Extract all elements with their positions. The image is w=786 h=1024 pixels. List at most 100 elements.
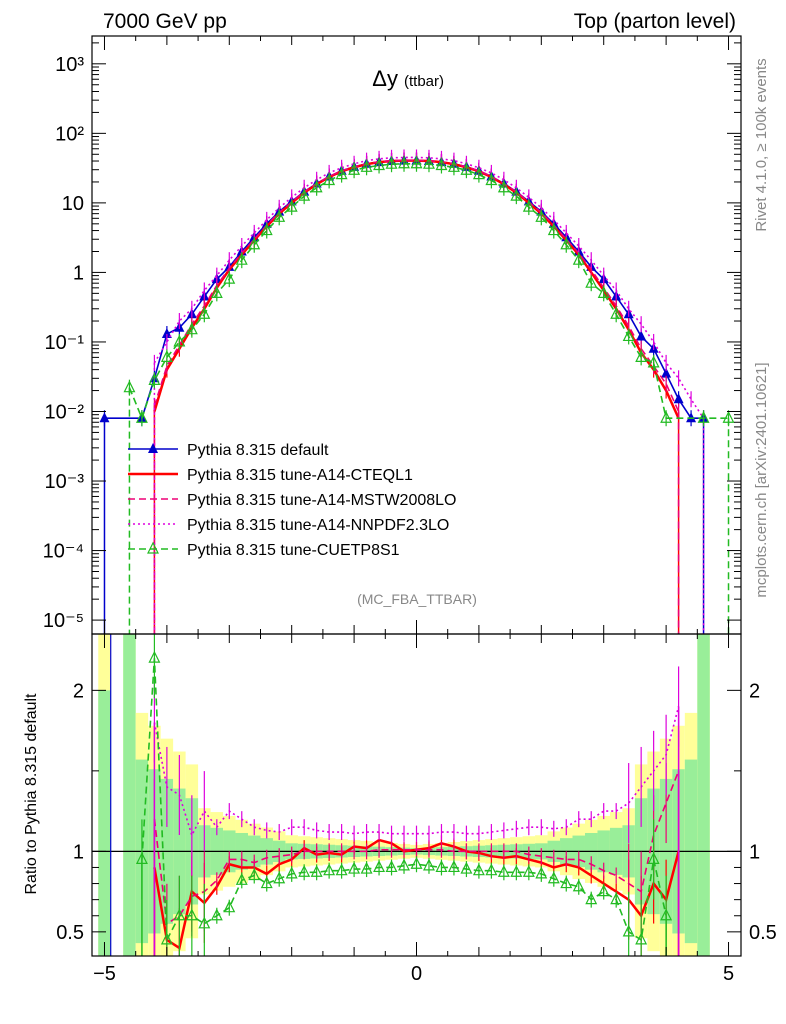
ratio-point xyxy=(597,884,610,897)
ratio-point xyxy=(310,864,323,877)
data-point xyxy=(560,237,573,250)
data-point xyxy=(622,329,635,342)
series-line-pythia-8-315-tune-a14-nnpdf2-3lo xyxy=(153,156,705,419)
data-point xyxy=(585,275,598,288)
stat-band-green xyxy=(123,634,136,956)
stat-band-green xyxy=(98,690,111,956)
ratio-y-tick-label: 1 xyxy=(749,841,760,863)
data-curves xyxy=(92,149,741,956)
data-point xyxy=(348,162,361,175)
data-point xyxy=(273,209,286,222)
data-point xyxy=(635,350,648,362)
y-tick-label: 10⁻² xyxy=(45,401,85,423)
ratio-point xyxy=(198,916,211,929)
x-tick-label: 5 xyxy=(723,963,734,985)
ratio-point xyxy=(160,932,173,945)
ratio-point xyxy=(185,908,198,921)
axis-ticks: 10⁻⁵ 10⁻⁴ 10⁻³ 10⁻² 10⁻¹ 1 10 10² 10³ 0.5 0.5 1 1 2 2 −… xyxy=(43,36,777,985)
y-tick-label: 10² xyxy=(55,123,84,145)
data-point xyxy=(223,271,236,284)
ratio-point xyxy=(547,871,560,884)
data-point xyxy=(410,156,423,169)
data-point xyxy=(572,252,585,265)
legend-marker xyxy=(147,541,159,554)
data-point xyxy=(198,306,211,319)
rivet-version-label: Rivet 4.1.0, ≥ 100k events xyxy=(753,58,770,231)
data-point xyxy=(173,334,186,347)
ratio-point xyxy=(560,876,573,889)
header-left: 7000 GeV pp xyxy=(103,10,227,33)
x-tick-label: −5 xyxy=(93,963,116,985)
data-point xyxy=(535,209,548,222)
ratio-point xyxy=(447,860,460,873)
data-point xyxy=(160,350,173,362)
ratio-point xyxy=(635,932,648,945)
data-point xyxy=(610,306,623,319)
data-point xyxy=(472,167,485,180)
ratio-point xyxy=(497,864,510,877)
y-tick-label: 1 xyxy=(73,262,84,284)
ratio-point xyxy=(485,863,498,876)
data-point xyxy=(135,410,148,423)
ratio-y-tick-label: 2 xyxy=(73,680,84,702)
data-point xyxy=(210,286,223,298)
data-point xyxy=(673,393,684,404)
ratio-point xyxy=(210,908,223,921)
ratio-point xyxy=(373,860,386,873)
data-point xyxy=(423,156,435,169)
legend-label: Pythia 8.315 tune-A14-MSTW2008LO xyxy=(187,492,456,509)
data-point xyxy=(248,237,261,250)
data-point xyxy=(547,223,560,236)
ratio-line-pythia-8-315-tune-cuetp8s1 xyxy=(141,658,667,943)
ratio-point xyxy=(285,866,298,879)
legend-label: Pythia 8.315 tune-A14-CTEQL1 xyxy=(187,467,413,484)
ratio-y-tick-label: 0.5 xyxy=(749,922,777,944)
legend-label: Pythia 8.315 tune-CUETP8S1 xyxy=(187,542,400,559)
header-right: Top (parton level) xyxy=(574,10,736,33)
data-point xyxy=(385,156,398,169)
legend-marker xyxy=(148,443,158,453)
y-tick-label: 10³ xyxy=(55,54,84,76)
ratio-ylabel: Ratio to Pythia 8.315 default xyxy=(23,693,40,895)
ratio-point xyxy=(348,861,361,874)
y-tick-label: 10⁻⁴ xyxy=(43,541,84,563)
analysis-watermark: (MC_FBA_TTBAR) xyxy=(357,591,477,607)
ratio-point xyxy=(173,908,186,921)
series-line-pythia-8-315-tune-cuetp8s1 xyxy=(128,162,729,421)
ratio-point xyxy=(273,871,286,884)
ratio-point xyxy=(472,863,485,876)
data-point xyxy=(148,373,161,385)
data-point xyxy=(335,167,348,180)
stat-band-green xyxy=(697,634,710,956)
data-point xyxy=(447,159,460,172)
y-tick-label: 10⁻⁵ xyxy=(43,610,84,632)
data-point xyxy=(697,410,710,423)
data-point xyxy=(161,328,172,339)
data-point xyxy=(360,159,373,172)
ratio-point xyxy=(572,879,585,892)
data-point xyxy=(298,188,311,201)
ratio-point xyxy=(335,863,348,876)
ratio-point xyxy=(323,863,336,876)
data-point xyxy=(323,173,336,186)
y-tick-label: 10⁻³ xyxy=(45,471,85,493)
ratio-point xyxy=(385,860,398,873)
ratio-point xyxy=(460,861,473,874)
legend-label: Pythia 8.315 tune-A14-NNPDF2.3LO xyxy=(187,517,449,534)
ratio-point xyxy=(360,861,373,874)
ratio-point xyxy=(298,864,311,877)
data-point xyxy=(636,330,647,341)
data-point xyxy=(99,412,110,423)
ratio-point xyxy=(585,892,598,905)
ratio-point xyxy=(622,924,635,937)
data-point xyxy=(460,162,473,175)
data-point xyxy=(597,286,610,298)
data-point xyxy=(373,158,386,171)
data-point xyxy=(485,173,498,186)
mcplots-label: mcplots.cern.ch [arXiv:2401.10621] xyxy=(753,362,770,597)
ratio-point xyxy=(610,892,623,905)
ratio-point xyxy=(148,650,161,663)
ratio-point xyxy=(435,860,448,873)
ratio-y-tick-label: 2 xyxy=(749,680,760,702)
